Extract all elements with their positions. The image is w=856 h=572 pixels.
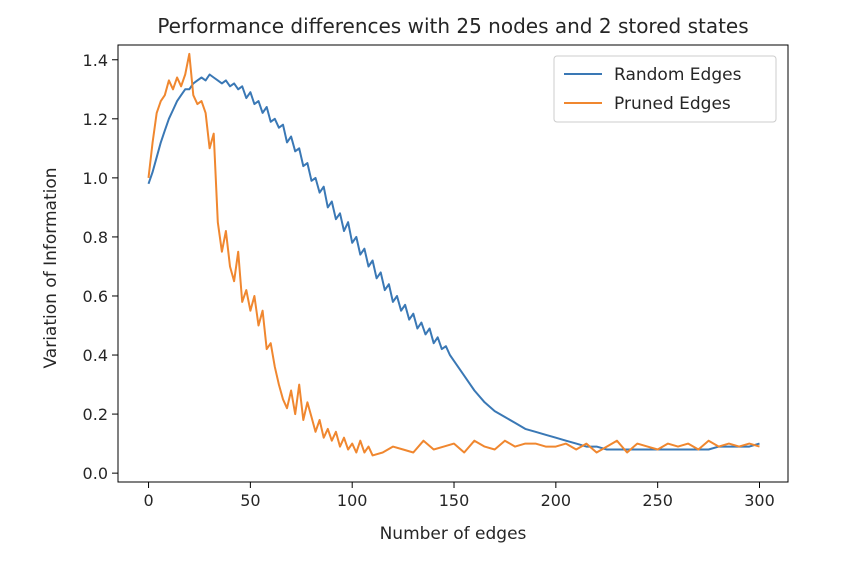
y-tick-label: 0.8 [83,228,108,247]
y-tick-label: 1.2 [83,110,108,129]
legend-label: Random Edges [614,65,742,85]
legend-box [553,55,777,123]
x-tick-label: 0 [143,491,153,510]
plot-area: 0 50 100 150 200 250 300 0.0 0.2 0.4 0.6 0.8 1.0 1.2 1… [83,44,789,510]
legend-label: Pruned Edges [614,94,731,114]
y-tick-label: 0.6 [83,287,108,306]
axes-frame [117,44,789,483]
y-tick-label: 1.4 [83,51,108,70]
series-line-0 [147,73,760,451]
y-tick-label: 0.0 [83,464,108,483]
legend: Random Edges Pruned Edges [553,55,777,123]
series-line-1 [147,52,760,457]
x-tick-label: 200 [541,491,572,510]
x-tick-label: 100 [337,491,368,510]
x-tick-label: 250 [642,491,673,510]
y-tick-label: 0.2 [83,405,108,424]
y-axis-label: Variation of Information [41,167,61,368]
x-axis-label: Number of edges [380,524,527,544]
x-tick-label: 150 [439,491,470,510]
chart-title: Performance differences with 25 nodes an… [157,14,748,38]
y-tick-label: 1.0 [83,169,108,188]
x-tick-label: 300 [744,491,775,510]
x-tick-label: 50 [240,491,260,510]
y-tick-label: 0.4 [83,346,108,365]
